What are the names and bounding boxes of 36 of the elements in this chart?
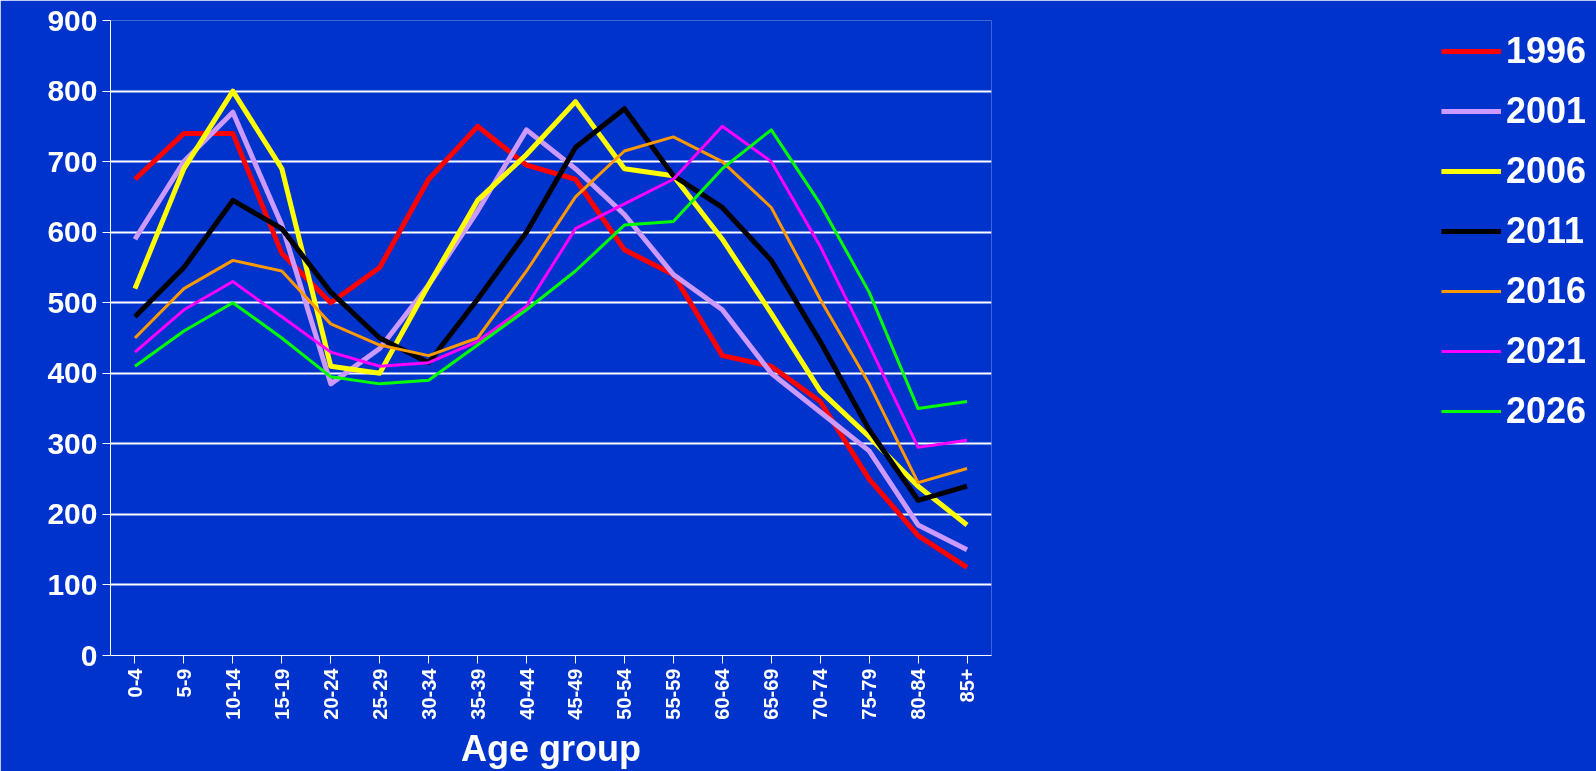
- x-tick-label: 20-24: [319, 667, 342, 720]
- x-tick-label: 25-29: [368, 668, 391, 720]
- y-tick-label: 600: [47, 215, 98, 249]
- y-tick-label: 200: [47, 497, 98, 531]
- x-tick-label: 40-44: [515, 667, 538, 720]
- x-tick-label: 75-79: [858, 668, 881, 720]
- legend-label: 2011: [1505, 210, 1585, 252]
- legend-label: 2006: [1505, 150, 1586, 192]
- x-tick-label: 5-9: [172, 668, 195, 698]
- y-tick-label: 700: [47, 144, 98, 178]
- y-tick-label: 500: [47, 285, 98, 319]
- x-tick-label: 80-84: [907, 667, 930, 720]
- x-tick-label: 55-59: [662, 668, 685, 720]
- x-tick-label: 30-34: [417, 667, 440, 720]
- x-axis-title: Age group: [461, 727, 641, 769]
- y-tick-label: 900: [47, 3, 98, 37]
- x-tick-label: 10-14: [221, 667, 244, 720]
- x-tick-label: 0-4: [123, 667, 146, 698]
- x-tick-label: 70-74: [809, 667, 832, 720]
- legend-label: 1996: [1505, 30, 1586, 72]
- x-tick-label: 50-54: [613, 667, 636, 720]
- x-tick-label: 65-69: [760, 668, 783, 720]
- y-tick-label: 800: [47, 74, 98, 108]
- y-tick-label: 0: [80, 638, 98, 672]
- legend-label: 2001: [1505, 90, 1586, 132]
- legend-label: 2016: [1505, 270, 1586, 312]
- y-tick-label: 300: [47, 426, 98, 460]
- x-tick-label: 60-64: [711, 667, 734, 720]
- x-tick-label: 45-49: [564, 668, 587, 720]
- y-tick-label: 400: [47, 356, 98, 390]
- y-tick-label: 100: [47, 567, 98, 601]
- x-tick-label: 35-39: [466, 668, 489, 720]
- legend-label: 2026: [1505, 390, 1586, 432]
- x-tick-label: 15-19: [270, 668, 293, 720]
- x-tick-label: 85+: [956, 668, 979, 703]
- legend-label: 2021: [1505, 330, 1586, 372]
